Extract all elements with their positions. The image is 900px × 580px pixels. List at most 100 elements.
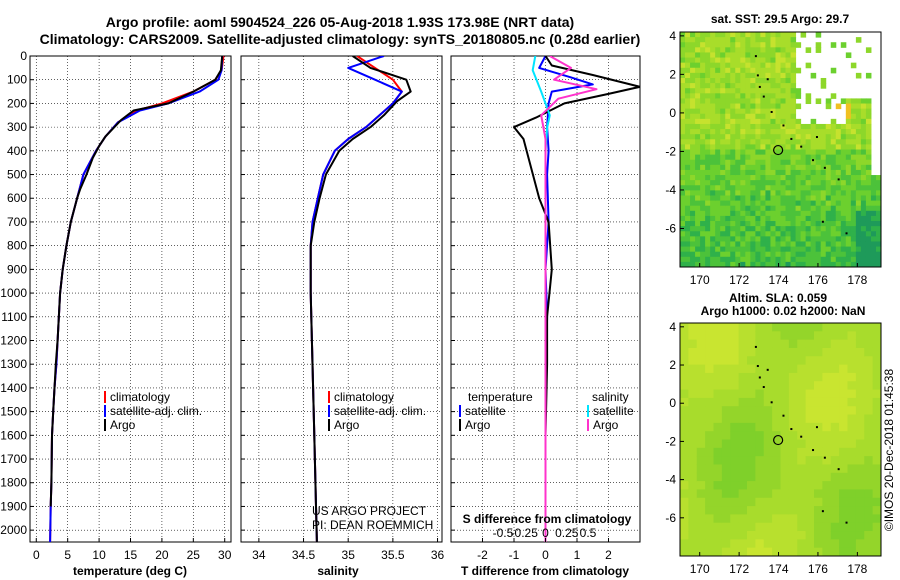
map-cell [755, 381, 765, 391]
map-cell [800, 200, 807, 207]
map-x-tick-label: 176 [808, 562, 828, 576]
map-cell [822, 397, 832, 407]
map-cell [780, 144, 787, 150]
map-cell [690, 144, 696, 150]
map-cell [740, 57, 746, 64]
map-cell [715, 195, 721, 202]
map-cell [705, 149, 711, 156]
map-cell [800, 123, 807, 130]
map-cell [685, 169, 691, 176]
map-cell [763, 547, 773, 557]
map-cell [870, 180, 877, 186]
x-tick-label: -1 [509, 548, 520, 562]
map-cell [790, 241, 797, 248]
map-cell [750, 123, 756, 130]
map-cell [745, 108, 751, 115]
map-cell [685, 134, 691, 140]
map-cell [685, 108, 691, 115]
map-cell [780, 42, 787, 48]
map-cell [805, 447, 815, 457]
map-cell [847, 464, 857, 474]
map-cell [825, 123, 832, 130]
map-cell [785, 67, 792, 74]
map-cell [785, 190, 792, 196]
map-cell [730, 241, 736, 248]
map-cell [696, 347, 706, 357]
map-cell [700, 180, 706, 186]
map-cell [730, 381, 740, 391]
map-cell [797, 539, 807, 549]
map-cell [760, 47, 766, 53]
map-cell [860, 185, 867, 191]
map-cell [839, 547, 849, 557]
map-cell [680, 464, 689, 474]
map-cell [685, 72, 691, 79]
map-cell [695, 221, 701, 227]
map-cell [805, 372, 815, 382]
map-cell [788, 539, 798, 549]
map-cell [750, 144, 756, 150]
map-cell [765, 118, 771, 125]
map-cell [810, 205, 817, 212]
map-cell [790, 190, 797, 196]
map-cell [810, 169, 817, 176]
map-cell [765, 210, 771, 217]
map-cell [865, 47, 872, 53]
map-cell [864, 497, 874, 507]
map-cell [760, 226, 766, 232]
map-cell [730, 129, 736, 135]
map-cell [745, 57, 751, 64]
map-cell [730, 514, 740, 524]
map-cell [765, 241, 771, 248]
map-cell [713, 506, 723, 515]
map-cell [855, 246, 862, 253]
map-cell [730, 539, 740, 549]
map-cell [875, 175, 882, 181]
map-cell [738, 539, 748, 549]
map-cell [680, 139, 686, 145]
map-cell [688, 339, 698, 349]
map-cell [810, 149, 817, 156]
map-cell [740, 108, 746, 115]
map-cell [695, 98, 701, 105]
map-cell [755, 190, 761, 196]
map-cell [820, 241, 827, 248]
map-cell [740, 123, 746, 130]
map-cell [725, 118, 731, 125]
map-cell [790, 149, 797, 156]
map-cell [847, 372, 857, 382]
map-cell [788, 397, 798, 407]
map-cell [680, 195, 686, 202]
map-cell [700, 261, 706, 268]
map-cell [750, 175, 756, 181]
map-cell [720, 83, 726, 89]
map-cell [790, 139, 797, 145]
map-cell [735, 93, 741, 99]
map-cell [830, 159, 837, 166]
map-cell [780, 154, 787, 161]
map-cell [800, 159, 807, 166]
map-cell [785, 180, 792, 186]
map-cell [847, 331, 857, 341]
s-tick-label: -0.25 [511, 526, 539, 540]
map-cell [763, 481, 773, 490]
map-cell [830, 356, 840, 366]
map-cell [770, 77, 776, 84]
map-cell [735, 42, 741, 48]
map-cell [850, 226, 857, 232]
map-cell [755, 236, 761, 242]
map-cell [872, 431, 882, 440]
map-cell [700, 164, 706, 171]
map-cell [825, 236, 832, 242]
map-cell [772, 397, 782, 407]
map-cell [815, 215, 822, 222]
map-cell [750, 159, 756, 166]
map-cell [721, 364, 731, 374]
map-cell [710, 231, 716, 237]
map-cell [745, 164, 751, 171]
map-cell [775, 205, 782, 212]
map-cell [713, 339, 723, 349]
map-cell [780, 397, 790, 407]
map-cell [725, 88, 731, 94]
